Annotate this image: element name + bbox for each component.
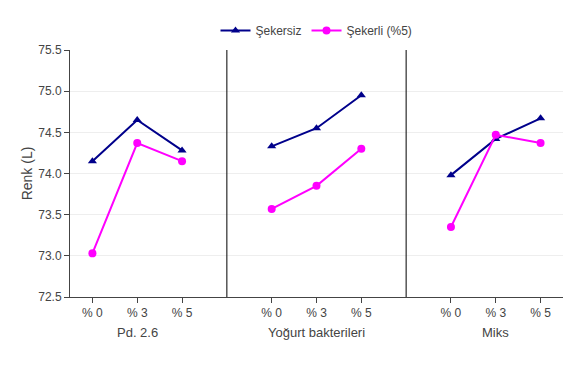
svg-text:Pd. 2.6: Pd. 2.6 (117, 325, 158, 340)
svg-text:% 3: % 3 (306, 306, 327, 320)
svg-text:% 3: % 3 (485, 306, 506, 320)
svg-text:73.0: 73.0 (38, 249, 62, 263)
svg-text:% 5: % 5 (351, 306, 372, 320)
svg-text:% 0: % 0 (441, 306, 462, 320)
svg-text:% 5: % 5 (530, 306, 551, 320)
svg-text:% 0: % 0 (82, 306, 103, 320)
svg-text:Şekersiz: Şekersiz (256, 24, 302, 38)
svg-text:73.5: 73.5 (38, 208, 62, 222)
svg-text:Yoğurt bakterileri: Yoğurt bakterileri (268, 325, 365, 340)
svg-text:74.5: 74.5 (38, 126, 62, 140)
svg-text:% 5: % 5 (172, 306, 193, 320)
svg-text:% 0: % 0 (261, 306, 282, 320)
svg-text:Renk (L): Renk (L) (19, 147, 35, 201)
svg-text:% 3: % 3 (127, 306, 148, 320)
svg-text:Miks: Miks (482, 325, 509, 340)
svg-text:Şekerli (%5): Şekerli (%5) (347, 24, 412, 38)
svg-text:75.5: 75.5 (38, 43, 62, 57)
svg-text:72.5: 72.5 (38, 290, 62, 304)
svg-text:74.0: 74.0 (38, 167, 62, 181)
svg-text:75.0: 75.0 (38, 84, 62, 98)
